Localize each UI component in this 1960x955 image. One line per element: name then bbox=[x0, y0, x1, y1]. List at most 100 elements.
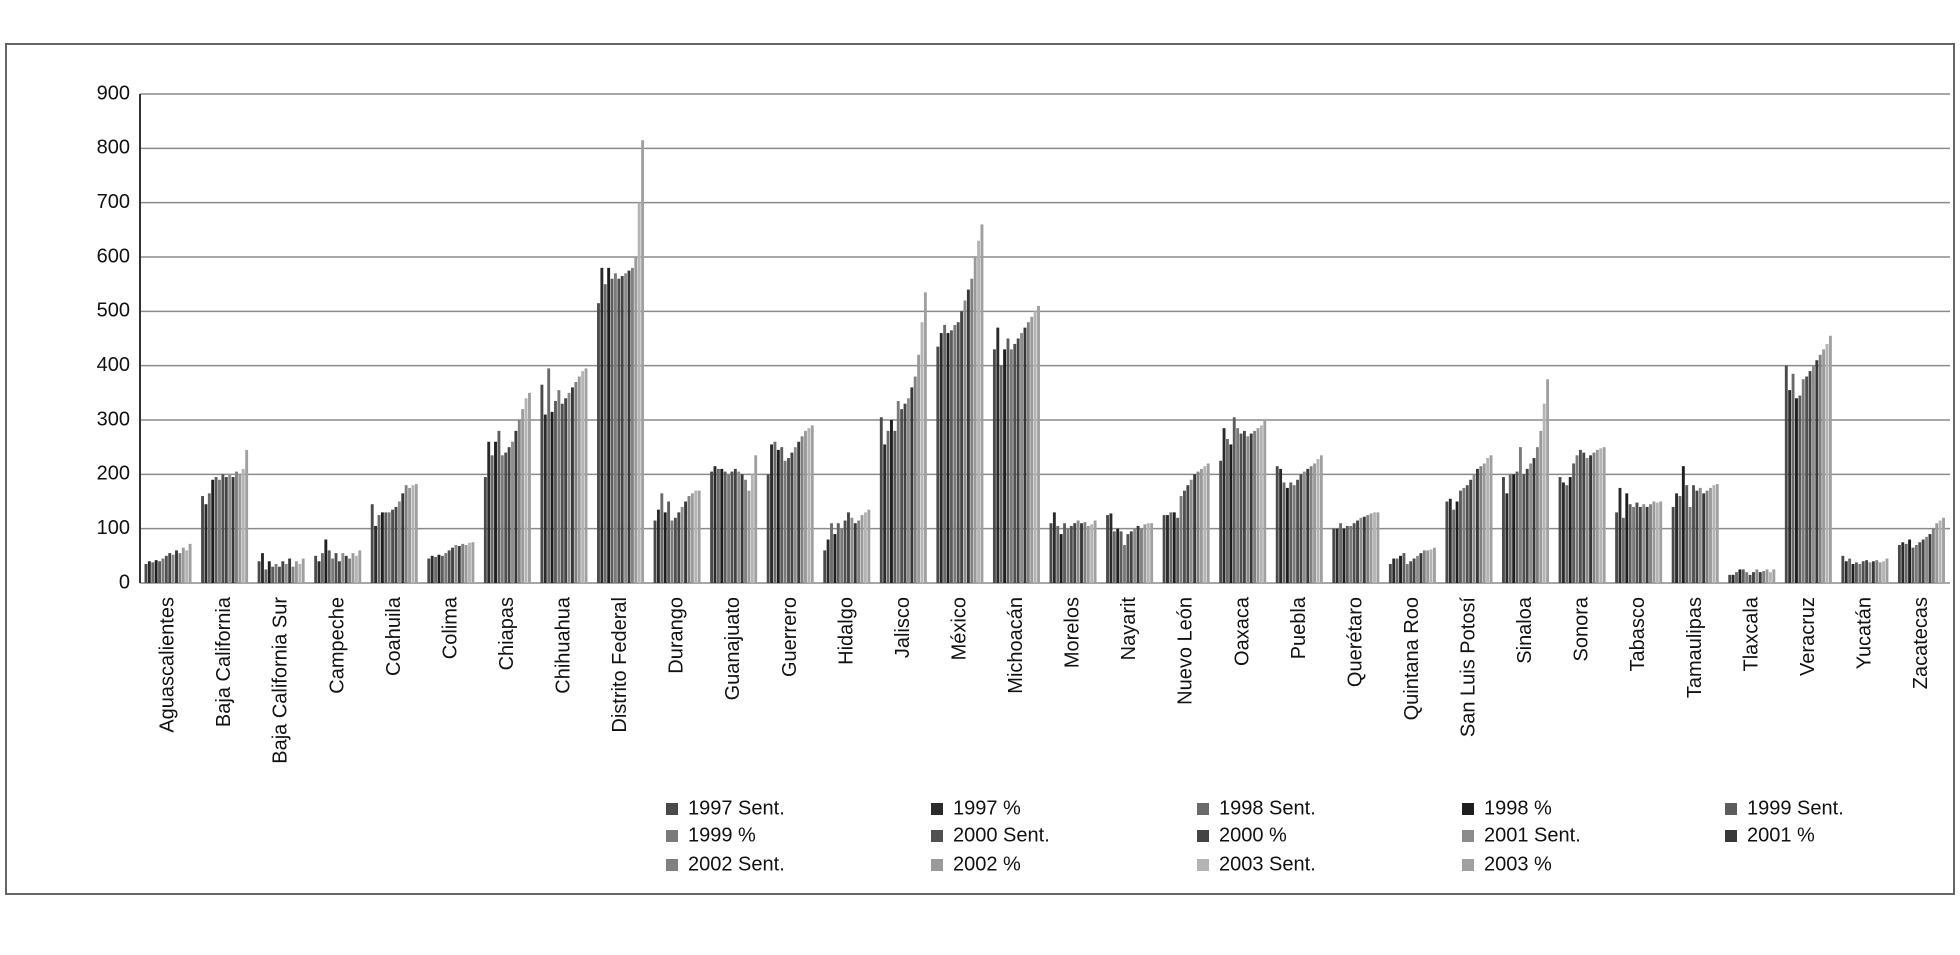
bar bbox=[1009, 349, 1013, 583]
bar bbox=[1595, 449, 1599, 583]
x-tick-label: Oaxaca bbox=[1231, 596, 1253, 666]
legend-swatch bbox=[1725, 830, 1737, 842]
y-tick-label: 100 bbox=[97, 517, 130, 539]
bar bbox=[667, 501, 671, 583]
legend-swatch bbox=[1197, 830, 1209, 842]
bar bbox=[1302, 471, 1306, 583]
bar bbox=[1030, 316, 1034, 583]
bar bbox=[733, 468, 737, 583]
bar bbox=[1448, 498, 1452, 583]
bar bbox=[656, 509, 660, 583]
bar bbox=[913, 376, 917, 583]
bar bbox=[1429, 549, 1433, 583]
bar bbox=[284, 563, 288, 583]
bar bbox=[1086, 525, 1090, 583]
bar bbox=[1119, 531, 1123, 583]
bar bbox=[1769, 572, 1772, 583]
bar bbox=[430, 555, 434, 583]
bar bbox=[204, 504, 208, 583]
bar bbox=[1638, 506, 1642, 583]
bar bbox=[970, 278, 974, 583]
bar bbox=[228, 474, 232, 583]
bar bbox=[411, 485, 415, 583]
legend-label: 1997 % bbox=[953, 797, 1021, 819]
bar bbox=[807, 428, 811, 583]
bar bbox=[1106, 515, 1109, 583]
bar bbox=[1505, 493, 1509, 583]
bar bbox=[1183, 490, 1186, 583]
bar bbox=[444, 553, 448, 583]
bar bbox=[1345, 525, 1349, 583]
bar bbox=[1618, 487, 1622, 583]
bar bbox=[867, 509, 871, 583]
legend-label: 2000 Sent. bbox=[953, 824, 1050, 846]
bar bbox=[391, 509, 395, 583]
bar bbox=[451, 547, 454, 583]
x-tick-label: Durango bbox=[666, 597, 688, 674]
bar bbox=[404, 485, 408, 583]
bar bbox=[147, 561, 151, 583]
bar bbox=[886, 430, 890, 583]
bar bbox=[1546, 379, 1550, 583]
x-tick-label: Sonora bbox=[1571, 596, 1593, 661]
bar bbox=[1871, 561, 1875, 583]
x-tick-label: Quintana Roo bbox=[1401, 597, 1423, 720]
bar bbox=[1935, 523, 1939, 583]
x-tick-label: Colima bbox=[439, 596, 461, 659]
bar bbox=[301, 558, 305, 583]
bar bbox=[354, 555, 358, 583]
bar bbox=[1572, 463, 1576, 583]
bar bbox=[1253, 430, 1257, 583]
bar bbox=[188, 543, 192, 583]
bar bbox=[264, 569, 268, 583]
bar bbox=[524, 398, 528, 583]
legend-label: 1999 Sent. bbox=[1747, 797, 1844, 819]
bar bbox=[864, 512, 867, 583]
bar bbox=[893, 430, 897, 583]
bar bbox=[754, 455, 758, 583]
bar bbox=[1080, 523, 1083, 583]
bar bbox=[447, 550, 451, 583]
bar bbox=[1073, 523, 1077, 583]
bar bbox=[641, 140, 645, 583]
bar bbox=[1332, 528, 1336, 583]
bar bbox=[903, 403, 907, 583]
bar bbox=[517, 420, 521, 583]
bar bbox=[1342, 528, 1346, 583]
bar bbox=[494, 441, 497, 583]
bar bbox=[1146, 523, 1150, 583]
bar bbox=[511, 441, 514, 583]
bar bbox=[1731, 574, 1735, 583]
bar bbox=[1193, 474, 1197, 583]
bar bbox=[1518, 447, 1522, 583]
bar bbox=[603, 284, 607, 583]
bar bbox=[181, 547, 185, 583]
bar bbox=[214, 477, 218, 583]
bar bbox=[504, 452, 508, 583]
bar bbox=[1685, 485, 1689, 583]
bar bbox=[334, 553, 338, 583]
bar bbox=[1256, 428, 1260, 583]
bar bbox=[218, 479, 221, 583]
bar bbox=[1176, 517, 1180, 583]
bar bbox=[1459, 490, 1462, 583]
bar bbox=[1904, 543, 1908, 583]
bar bbox=[1925, 536, 1928, 583]
bar bbox=[1515, 471, 1519, 583]
bar bbox=[1313, 463, 1316, 583]
bar bbox=[660, 493, 664, 583]
bar bbox=[185, 550, 189, 583]
bar bbox=[840, 528, 844, 583]
bar bbox=[850, 517, 854, 583]
bar bbox=[1362, 516, 1366, 583]
bar bbox=[1681, 466, 1685, 583]
bar bbox=[776, 449, 780, 583]
bar bbox=[1712, 485, 1716, 583]
bar bbox=[653, 520, 657, 583]
y-tick-label: 500 bbox=[97, 300, 130, 322]
bar bbox=[497, 430, 501, 583]
legend-label: 2000 % bbox=[1219, 824, 1287, 846]
bar bbox=[1037, 305, 1040, 583]
x-tick-label: Campeche bbox=[326, 597, 348, 694]
bar bbox=[1628, 504, 1632, 583]
